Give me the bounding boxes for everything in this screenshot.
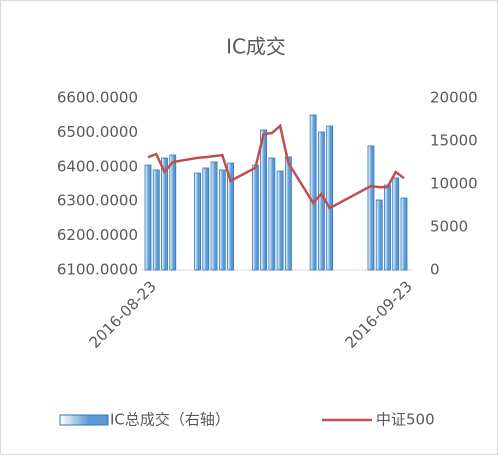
bar [161,157,168,271]
bar [218,169,226,271]
bar [400,197,408,271]
y2-tick-label: 0 [430,261,440,279]
y-tick-label: 6100.0000 [57,261,138,279]
bar [367,145,375,271]
bar [152,169,160,271]
y2-tick-label: 20000 [430,89,478,107]
bar [268,157,276,271]
y-tick-label: 6500.0000 [57,123,138,141]
bar [375,199,383,271]
legend-label: 中证500 [376,411,435,429]
bar [260,129,268,271]
bar [392,177,400,271]
bar [227,162,234,271]
y-tick-label: 6400.0000 [57,157,138,175]
bar [309,114,317,271]
bar [276,170,284,271]
bar [326,125,334,271]
bar [318,131,325,271]
y-tick-label: 6300.0000 [57,192,138,210]
y2-tick-label: 5000 [430,218,468,236]
y2-tick-label: 15000 [430,132,478,150]
chart-title: IC成交 [226,35,286,59]
bar [202,167,210,271]
bar [284,156,292,271]
bar [194,172,201,271]
legend-label: IC总成交（右轴） [110,411,230,429]
y2-tick-label: 10000 [430,175,478,193]
bar [251,164,259,271]
line [147,123,405,210]
bar [384,184,391,271]
bar [144,164,152,271]
y-tick-label: 6200.0000 [57,226,138,244]
bar [169,154,177,271]
y-tick-label: 6600.0000 [57,89,138,107]
bar [210,161,218,271]
legend-swatch [59,414,109,426]
